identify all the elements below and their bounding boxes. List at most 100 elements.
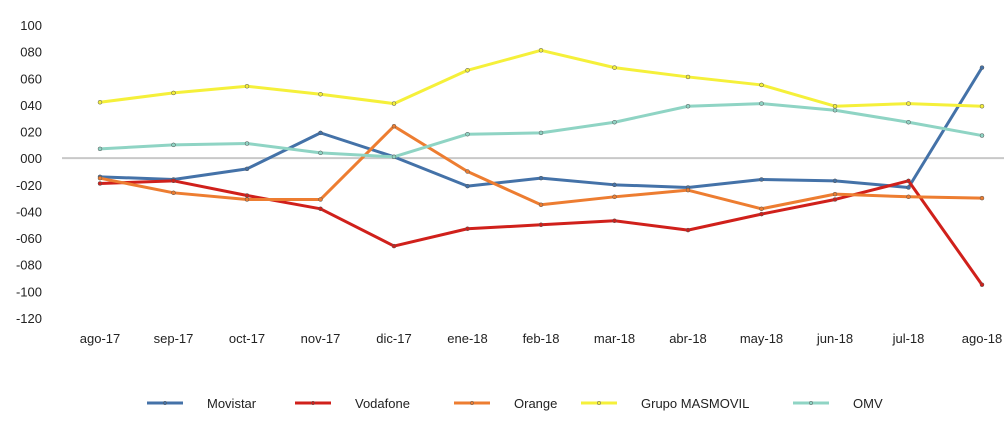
data-point [318,150,323,156]
data-point [171,142,176,148]
data-point [244,166,250,172]
x-tick-label: ago-18 [962,331,1002,346]
data-point [538,130,544,136]
data-point [97,175,103,181]
x-tick-label: sep-17 [154,331,194,346]
data-point [906,194,911,200]
legend-item-grupo-masmovil: Grupo MASMOVIL [581,396,749,411]
y-tick-label: 100 [20,18,42,33]
series-lines [97,48,985,287]
data-point [759,211,764,217]
y-tick-label: -120 [16,311,42,326]
x-tick-label: ene-18 [447,331,487,346]
legend-marker [310,400,316,406]
legend-marker [162,400,168,406]
data-point [759,177,764,182]
data-point [906,178,911,184]
series-line-grupo-masmovil [98,48,984,108]
data-point [612,65,617,70]
data-point [391,243,397,249]
data-point [244,197,250,202]
x-tick-label: oct-17 [229,331,265,346]
data-point [171,190,176,196]
data-point [97,146,103,152]
data-point [538,48,544,53]
data-point [244,84,250,89]
series-grupo-masmovil [97,48,985,109]
legend-item-vodafone: Vodafone [295,396,410,411]
data-point [906,119,911,125]
data-point [979,282,985,287]
data-point [979,133,985,138]
series-orange [97,123,985,212]
data-point [906,185,911,190]
x-tick-label: ago-17 [80,331,120,346]
data-point [979,65,985,70]
data-point [465,169,470,174]
legend-label: OMV [853,396,883,411]
data-point [318,92,323,97]
data-point [391,123,397,129]
data-point [391,101,397,106]
data-point [612,194,617,200]
y-tick-label: 060 [20,71,42,86]
data-point [685,103,691,109]
x-tick-label: nov-17 [301,331,341,346]
data-point [244,193,250,198]
legend-label: Vodafone [355,396,410,411]
y-tick-label: -040 [16,204,42,219]
x-axis-tick-labels: ago-17 sep-17 oct-17 nov-17 dic-17 ene-18 feb-… [80,331,1002,346]
data-point [832,191,838,197]
legend-marker [469,400,475,406]
y-tick-label: 000 [20,151,42,166]
data-point [832,103,838,109]
data-point [906,101,911,106]
legend-item-omv: OMV [793,396,883,411]
data-point [97,99,103,105]
data-point [538,175,544,181]
data-point [612,119,617,125]
legend-item-orange: Orange [454,396,557,411]
data-point [318,197,323,202]
y-axis-tick-labels: 100 080 060 040 020 000 -020 -040 -060 -080 -100 -1… [16,18,42,326]
data-point [538,222,544,228]
legend-label: Movistar [207,396,257,411]
x-tick-label: abr-18 [669,331,707,346]
legend-marker [596,400,602,406]
data-point [612,182,617,188]
legend-item-movistar: Movistar [147,396,257,411]
data-point [465,131,470,137]
data-point [685,74,691,80]
y-tick-label: -080 [16,258,42,273]
x-tick-label: jun-18 [816,331,853,346]
data-point [979,195,985,201]
legend: Movistar Vodafone Orange Grupo MASMOVIL OMV [147,396,883,411]
data-point [465,226,470,232]
data-point [318,206,323,212]
series-line-movistar [98,66,984,189]
data-point [465,183,470,189]
data-point [832,197,838,202]
y-tick-label: 080 [20,45,42,60]
legend-marker [808,400,814,406]
legend-label: Orange [514,396,557,411]
data-point [759,82,764,88]
y-tick-label: 040 [20,98,42,113]
series-movistar [97,65,985,190]
data-point [465,68,470,73]
data-point [612,218,617,224]
data-point [979,103,985,109]
series-omv [97,101,985,160]
data-point [832,178,838,184]
x-tick-label: jul-18 [892,331,925,346]
y-tick-label: -020 [16,178,42,193]
series-line-vodafone [98,179,984,287]
series-line-omv [98,102,984,159]
data-point [391,154,397,160]
data-point [538,202,544,208]
data-point [171,178,176,184]
data-point [318,130,323,136]
y-tick-label: 020 [20,125,42,140]
x-tick-label: may-18 [740,331,783,346]
